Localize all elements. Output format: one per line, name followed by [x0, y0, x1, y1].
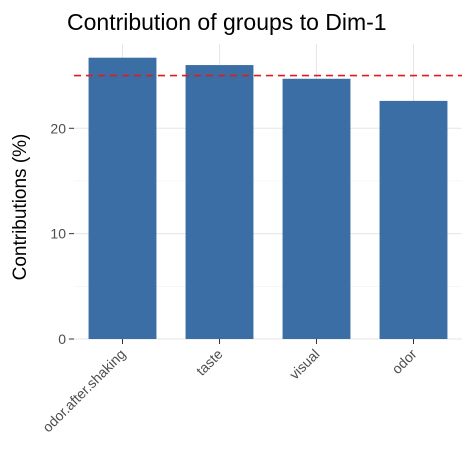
bars — [88, 57, 448, 340]
x-tick-label: visual — [286, 346, 323, 383]
y-tick-label: 10 — [50, 226, 66, 242]
y-axis-ticks: 0 10 20 — [50, 120, 74, 347]
x-tick-label: odor.after.shaking — [39, 346, 128, 435]
x-axis-ticks: odor.after.shaking taste visual odor — [39, 339, 420, 435]
bar-visual — [282, 78, 351, 340]
bar-taste — [185, 65, 254, 340]
x-tick-label: taste — [193, 346, 226, 379]
chart-title: Contribution of groups to Dim-1 — [67, 9, 387, 35]
y-axis-title: Contributions (%) — [10, 134, 31, 281]
bar-odor — [379, 100, 448, 340]
y-tick-label: 20 — [50, 120, 66, 136]
bar-odor-after-shaking — [88, 57, 157, 339]
y-tick-label: 0 — [58, 331, 66, 347]
x-tick-label: odor — [388, 346, 419, 377]
